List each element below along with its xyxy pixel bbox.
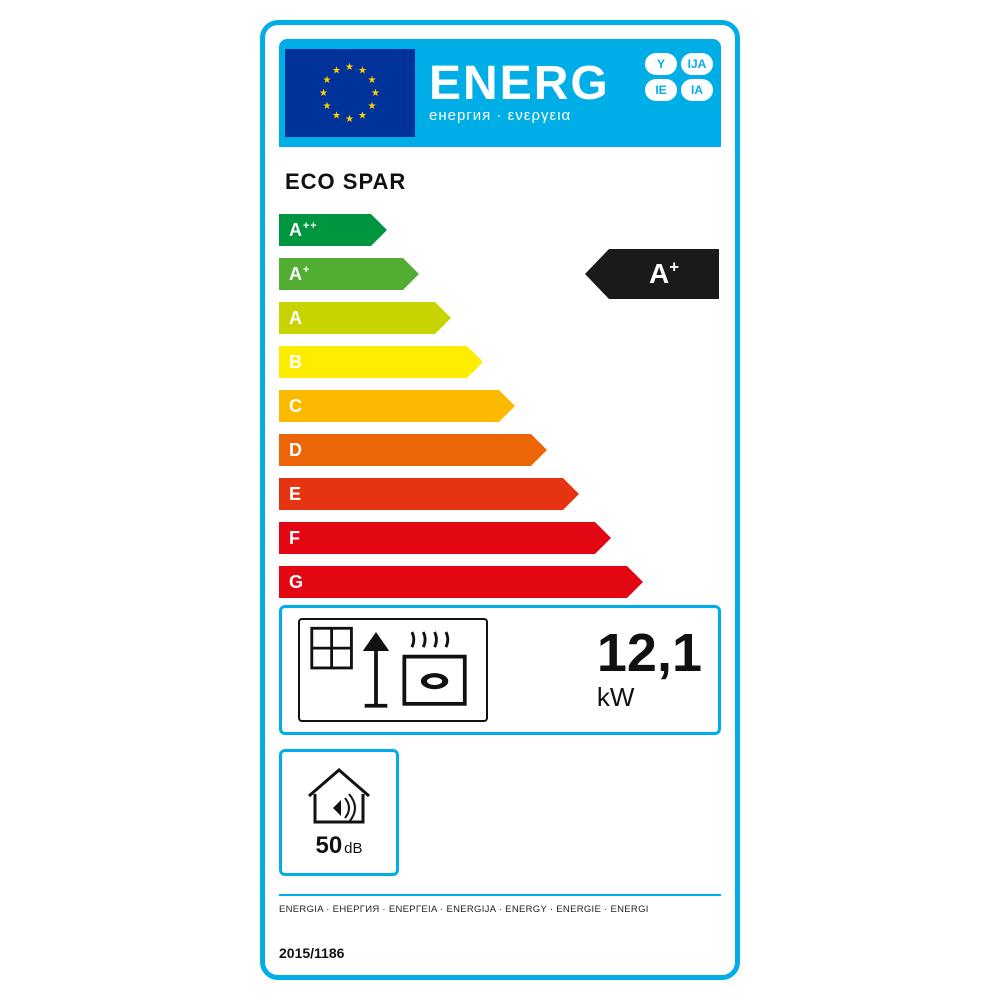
header-pill: IA — [681, 79, 713, 101]
eu-flag-icon: ★★★★★★★★★★★★ — [285, 49, 415, 137]
power-value: 12,1 — [597, 626, 702, 680]
brand-name: ECO SPAR — [279, 147, 721, 205]
rating-bar: F — [279, 519, 721, 557]
footer-languages: ENERGIA · ЕНЕРГИЯ · ΕΝΕΡΓΕΙΑ · ENERGIJA … — [279, 904, 721, 915]
rating-bar-label: E — [289, 484, 302, 504]
footer-divider — [279, 894, 721, 896]
sound-box: 50dB — [279, 749, 399, 876]
sound-number: 50 — [315, 832, 342, 859]
rating-bar-label: A++ — [289, 220, 318, 240]
rating-bar-label: C — [289, 396, 303, 416]
header-pill: IJA — [681, 53, 713, 75]
power-box: 12,1 kW — [279, 605, 721, 735]
rating-bar-label: A — [289, 308, 303, 328]
rating-bar: C — [279, 387, 721, 425]
rating-bar: G — [279, 563, 721, 601]
energy-label-card: ★★★★★★★★★★★★ ENERG енергия · ενεργεια YI… — [260, 20, 740, 980]
rating-bar: B — [279, 343, 721, 381]
rating-bar-label: D — [289, 440, 303, 460]
heating-lamp-stove-icon — [298, 618, 488, 722]
footer-regulation: 2015/1186 — [279, 945, 721, 961]
rating-bar-label: A+ — [289, 264, 310, 284]
rating-bar-label: F — [289, 528, 301, 548]
rating-bar: A — [279, 299, 721, 337]
rating-bar: E — [279, 475, 721, 513]
rating-scale: A++ A+ A B C D E F G A+ — [279, 211, 721, 601]
sound-house-icon — [303, 764, 375, 828]
power-unit: kW — [597, 682, 702, 713]
assigned-rating-badge: A+ — [609, 249, 719, 299]
header-suffix-pills: YIJAIEIA — [645, 53, 713, 101]
rating-bar-label: B — [289, 352, 303, 372]
sound-unit: dB — [344, 840, 362, 857]
rating-bar: A++ — [279, 211, 721, 249]
rating-bar-label: G — [289, 572, 304, 592]
header-band: ★★★★★★★★★★★★ ENERG енергия · ενεργεια YI… — [279, 39, 721, 147]
sound-value: 50dB — [315, 832, 362, 860]
header-pill: Y — [645, 53, 677, 75]
header-pill: IE — [645, 79, 677, 101]
power-value-block: 12,1 kW — [597, 626, 702, 713]
rating-bar: D — [279, 431, 721, 469]
